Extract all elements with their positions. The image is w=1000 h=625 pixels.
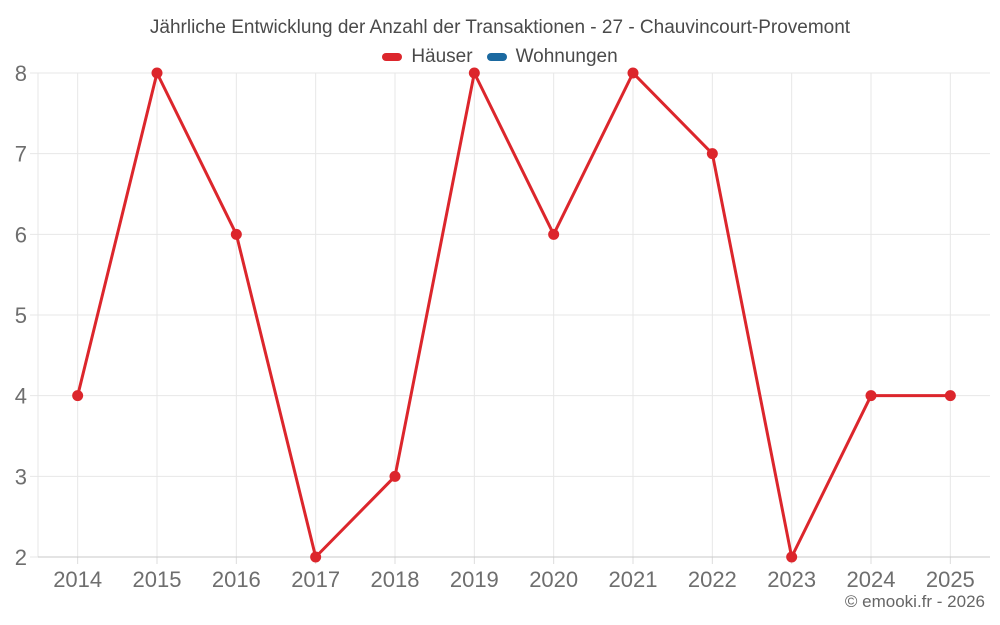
legend-item-hauser[interactable]: Häuser (382, 46, 473, 68)
x-axis-label-2018: 2018 (371, 567, 420, 592)
x-axis-label-2025: 2025 (926, 567, 975, 592)
x-axis-label-2019: 2019 (450, 567, 499, 592)
legend-item-wohnungen[interactable]: Wohnungen (486, 46, 618, 68)
legend-label-wohnungen: Wohnungen (515, 46, 618, 67)
data-point-h-user-2023[interactable] (786, 551, 798, 563)
chart-legend: Häuser Wohnungen (0, 46, 1000, 68)
y-axis-label-3: 3 (15, 464, 27, 489)
data-point-h-user-2020[interactable] (548, 228, 560, 240)
data-point-h-user-2017[interactable] (310, 551, 322, 563)
x-axis-label-2020: 2020 (529, 567, 578, 592)
x-axis-label-2022: 2022 (688, 567, 737, 592)
x-axis-label-2016: 2016 (212, 567, 261, 592)
data-point-h-user-2018[interactable] (389, 470, 401, 482)
y-axis-label-2: 2 (15, 545, 27, 570)
x-axis-label-2024: 2024 (847, 567, 896, 592)
data-point-h-user-2019[interactable] (468, 67, 480, 79)
data-point-h-user-2022[interactable] (706, 148, 718, 160)
y-axis-label-4: 4 (15, 384, 27, 409)
chart-title: Jährliche Entwicklung der Anzahl der Tra… (149, 17, 851, 38)
y-axis-label-6: 6 (15, 222, 27, 247)
legend-label-hauser: Häuser (411, 46, 473, 67)
series-line-h-user (76, 71, 952, 559)
y-axis-label-8: 8 (15, 61, 27, 86)
y-axis-label-5: 5 (15, 303, 27, 328)
data-point-h-user-2014[interactable] (72, 390, 84, 402)
legend-marker-hauser (382, 53, 403, 61)
copyright-attribution: © emooki.fr - 2026 (844, 592, 985, 611)
x-axis-label-2015: 2015 (133, 567, 182, 592)
y-axis-label-7: 7 (15, 142, 27, 167)
data-point-h-user-2025[interactable] (944, 390, 956, 402)
data-point-h-user-2015[interactable] (151, 67, 163, 79)
x-axis-label-2017: 2017 (291, 567, 340, 592)
data-point-h-user-2021[interactable] (627, 67, 639, 79)
x-axis-label-2023: 2023 (767, 567, 816, 592)
x-axis-label-2014: 2014 (53, 567, 102, 592)
x-axis-label-2021: 2021 (609, 567, 658, 592)
legend-marker-wohnungen (486, 53, 507, 61)
data-point-h-user-2024[interactable] (865, 390, 877, 402)
data-point-h-user-2016[interactable] (230, 228, 242, 240)
